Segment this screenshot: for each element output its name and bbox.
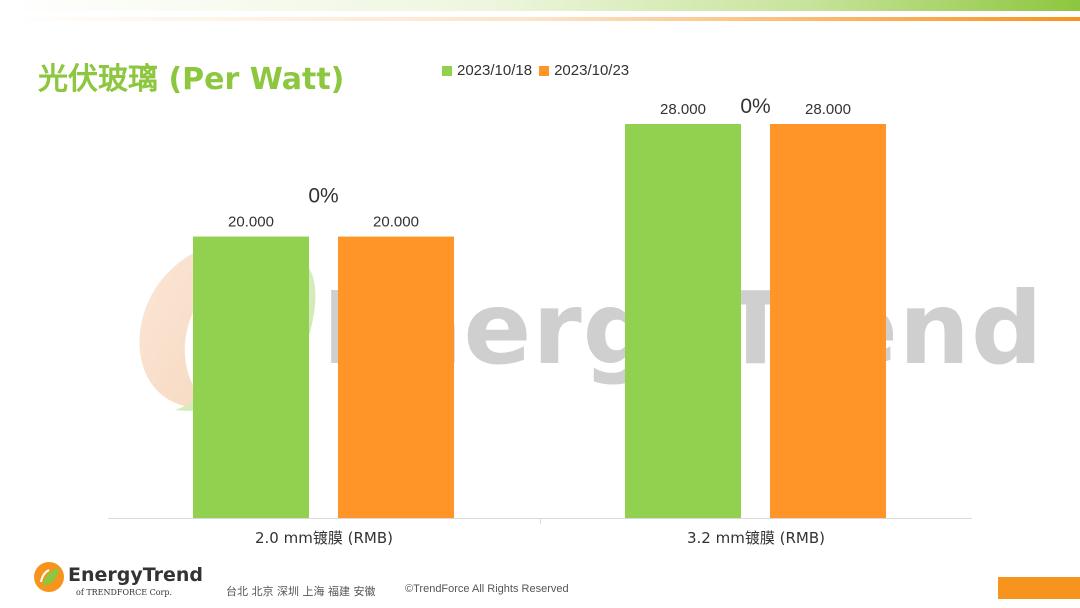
legend-label-series-1: 2023/10/18 [457,62,533,79]
data-label-1-series-2: 20.000 [373,214,419,231]
bar-2-series-2 [770,124,886,518]
category-label-1: 2.0 mm镀膜 (RMB) [255,529,393,547]
footer-logo: EnergyTrend of TRENDFORCE Corp. [32,560,203,602]
top-decorative-bar [0,0,1080,11]
footer-copyright: ©TrendForce All Rights Reserved [405,583,569,595]
data-label-2-series-2: 28.000 [805,101,851,118]
legend-swatch-series-2 [539,65,550,76]
top-decorative-line [0,17,1080,21]
logo-wordmark: EnergyTrend [68,564,204,586]
footer-cities: 台北 北京 深圳 上海 福建 安徽 [226,585,376,598]
logo-subtitle: of TRENDFORCE Corp. [76,588,172,597]
legend-item-series-1: 2023/10/18 [442,62,532,79]
bar-2-series-1 [625,124,741,518]
category-label-2: 3.2 mm镀膜 (RMB) [687,529,825,547]
footer-accent-block [998,577,1080,599]
page-title: 光伏玻璃 (Per Watt) [38,62,345,97]
change-label-2: 0% [740,95,770,118]
bar-1-series-1 [193,236,309,519]
data-label-1-series-1: 20.000 [228,214,274,231]
legend-label-series-2: 2023/10/23 [554,62,630,79]
data-label-2-series-1: 28.000 [660,101,706,118]
change-label-1: 0% [308,185,338,208]
energytrend-leaf-icon [34,562,64,592]
bar-1-series-2 [338,236,454,519]
legend-item-series-2: 2023/10/23 [539,62,629,79]
chart-legend: 2023/10/18 2023/10/23 [442,62,636,79]
legend-swatch-series-1 [442,65,452,76]
